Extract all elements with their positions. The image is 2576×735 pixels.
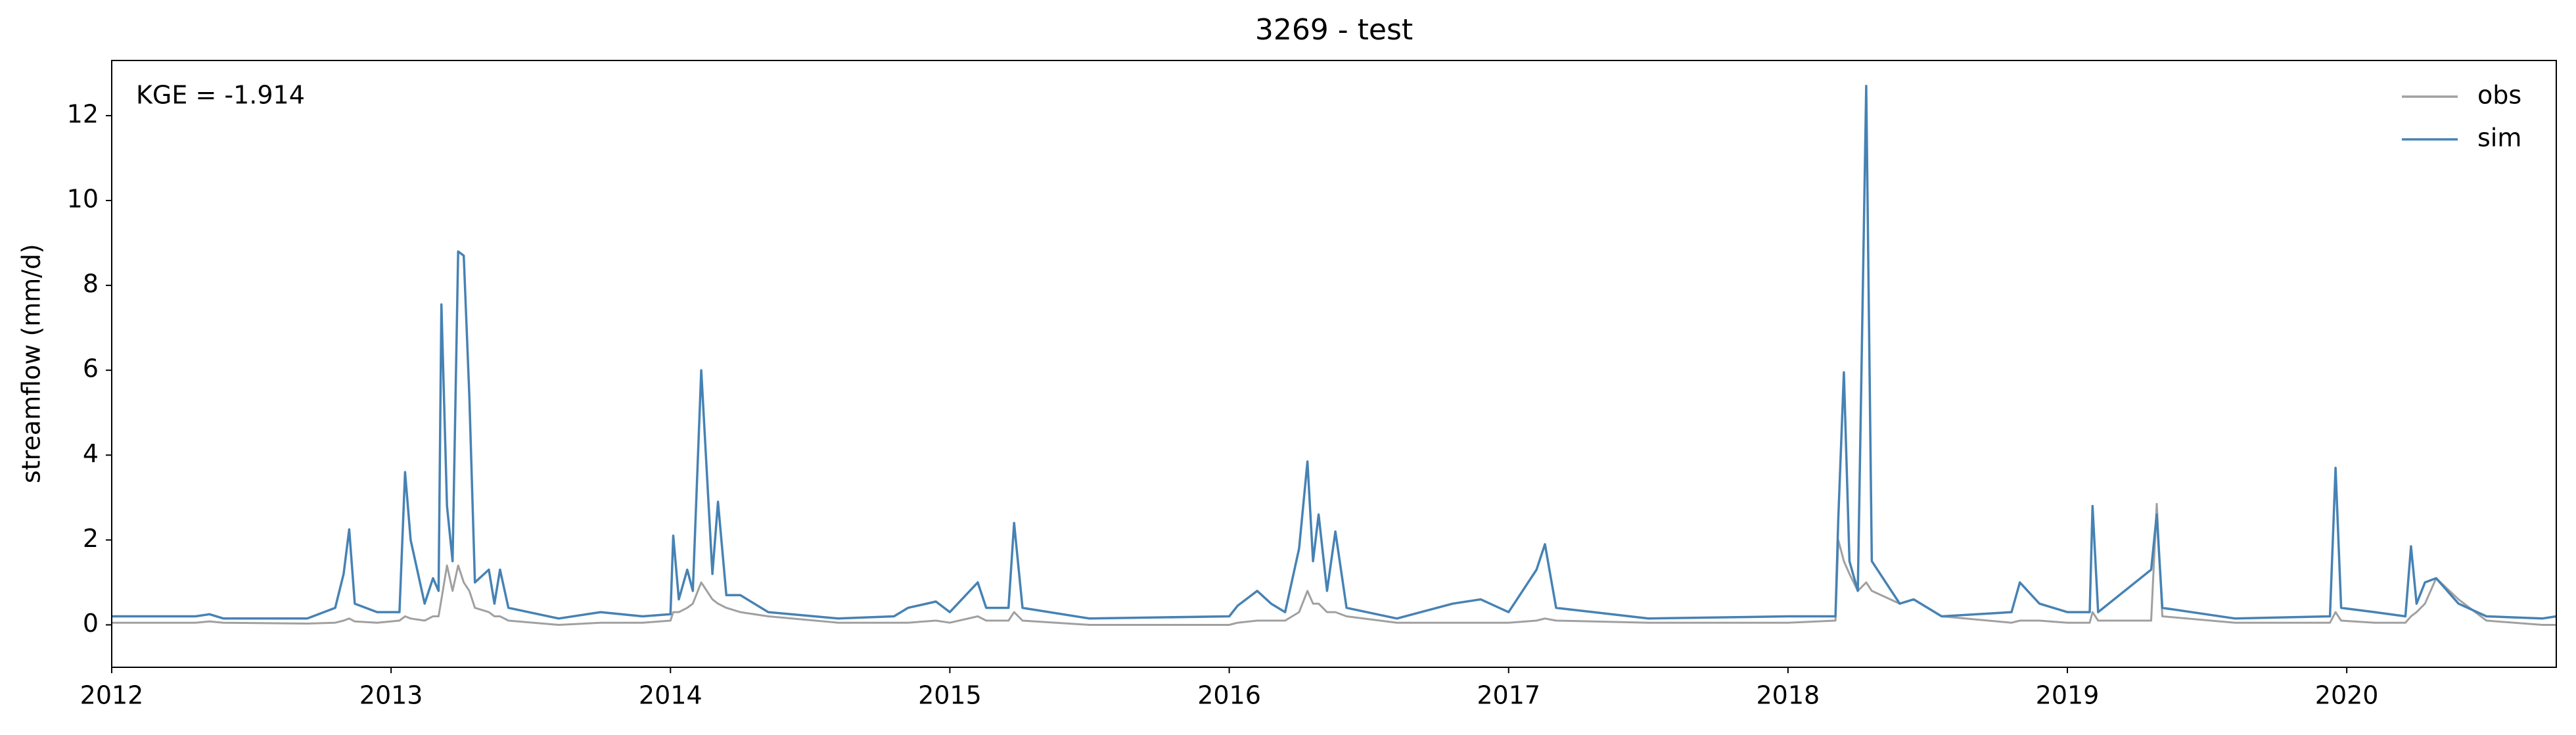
- x-tick-label: 2018: [1756, 681, 1820, 710]
- x-tick-label: 2016: [1197, 681, 1261, 710]
- x-tick-label: 2017: [1477, 681, 1540, 710]
- legend-label: obs: [2477, 81, 2521, 110]
- x-tick-label: 2020: [2315, 681, 2379, 710]
- series-line: [112, 503, 2556, 626]
- y-tick-label: 2: [83, 524, 99, 553]
- plot-frame: [111, 60, 2557, 668]
- x-tick-label: 2014: [639, 681, 702, 710]
- chart-title: 3269 - test: [1255, 13, 1413, 47]
- y-tick-label: 10: [67, 185, 99, 214]
- legend-label: sim: [2477, 124, 2521, 153]
- x-tick-label: 2019: [2036, 681, 2100, 710]
- x-tick-label: 2012: [80, 681, 144, 710]
- y-tick-label: 0: [83, 609, 99, 638]
- y-tick-label: 12: [67, 99, 99, 128]
- annotation: KGE = -1.914: [136, 81, 305, 110]
- x-tick-label: 2015: [918, 681, 982, 710]
- series-line: [112, 84, 2557, 620]
- y-axis-label: streamflow (mm/d): [17, 244, 46, 483]
- y-tick-label: 6: [83, 354, 99, 383]
- y-tick-label: 4: [83, 439, 99, 468]
- x-tick-label: 2013: [359, 681, 423, 710]
- y-tick-label: 8: [83, 270, 99, 298]
